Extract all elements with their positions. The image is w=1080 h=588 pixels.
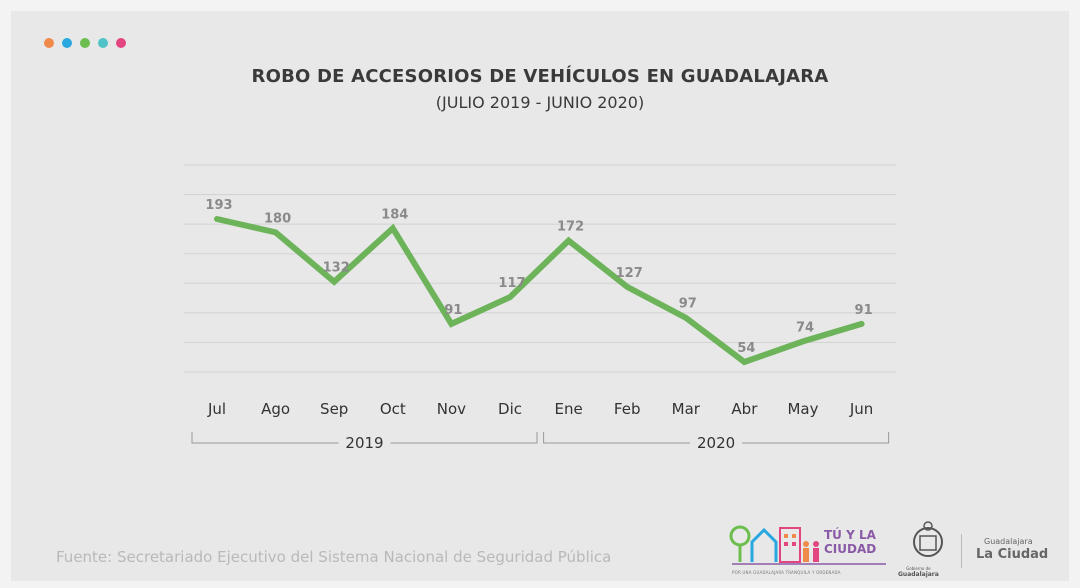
data-label: 54 xyxy=(737,341,755,356)
gobierno-big: Guadalajara xyxy=(898,571,939,578)
data-label: 184 xyxy=(381,207,408,222)
data-label: 117 xyxy=(498,276,525,291)
group-bracket-right xyxy=(742,432,890,444)
dot-pink xyxy=(116,38,126,48)
dot-blue xyxy=(62,38,72,48)
chart-subtitle: (JULIO 2019 - JUNIO 2020) xyxy=(435,93,645,112)
logos: TÚ Y LA CIUDAD POR UNA GUADALAJARA TRANQ… xyxy=(726,514,1056,580)
group-bracket-left xyxy=(191,432,339,444)
x-tick-labels: Jul Ago Sep Oct Nov Dic Ene Feb Mar Abr May Jun xyxy=(207,400,873,418)
group-label: 2020 xyxy=(697,434,735,452)
x-tick-label: Abr xyxy=(731,400,758,418)
data-label: 91 xyxy=(444,303,462,318)
dot-teal xyxy=(98,38,108,48)
dot-orange xyxy=(44,38,54,48)
series-polyline xyxy=(214,215,865,366)
x-tick-label: May xyxy=(787,400,818,418)
data-label: 91 xyxy=(855,303,873,318)
data-label: 193 xyxy=(205,198,232,213)
data-label: 97 xyxy=(679,297,697,312)
gobierno-small: Gobierno de xyxy=(906,566,931,571)
gdl-small-text: Guadalajara xyxy=(984,537,1033,546)
year-groups: 2019 2020 xyxy=(191,432,890,452)
x-tick-label: Jun xyxy=(849,400,873,418)
x-tick-label: Jul xyxy=(207,400,226,418)
gobierno-wordmark: Gobierno de Guadalajara xyxy=(898,566,939,578)
decorative-dots xyxy=(44,38,126,48)
data-label: 180 xyxy=(264,211,291,226)
series-line xyxy=(214,215,865,366)
group-bracket-right xyxy=(390,432,538,444)
x-tick-label: Sep xyxy=(320,400,348,418)
data-label: 172 xyxy=(557,220,584,235)
x-tick-label: Feb xyxy=(614,400,641,418)
tu-la-ciudad-tagline: POR UNA GUADALAJARA TRANQUILA Y ORDENADA xyxy=(732,570,841,575)
source-note: Fuente: Secretariado Ejecutivo del Siste… xyxy=(56,548,612,566)
group-bracket-left xyxy=(543,432,691,444)
chart-title: ROBO DE ACCESORIOS DE VEHÍCULOS EN GUADA… xyxy=(251,66,829,87)
data-labels: 193 180 132 184 91 117 172 127 97 54 74 91 xyxy=(205,198,872,356)
x-tick-label: Oct xyxy=(380,400,406,418)
dot-green xyxy=(80,38,90,48)
tu-la-ciudad-wordmark: TÚ Y LA CIUDAD xyxy=(824,528,877,556)
x-tick-label: Dic xyxy=(498,400,522,418)
x-tick-label: Nov xyxy=(437,400,466,418)
x-tick-label: Ene xyxy=(554,400,582,418)
gdl-big-text: La Ciudad xyxy=(976,547,1049,562)
data-label: 127 xyxy=(616,266,643,281)
logo-divider xyxy=(961,534,962,568)
tu-la-ciudad-logo-icon xyxy=(729,521,943,565)
data-label: 132 xyxy=(323,261,350,276)
data-label: 74 xyxy=(796,320,814,335)
x-tick-label: Mar xyxy=(672,400,701,418)
group-label: 2019 xyxy=(345,434,383,452)
x-tick-label: Ago xyxy=(261,400,290,418)
chart-card xyxy=(11,11,1069,581)
